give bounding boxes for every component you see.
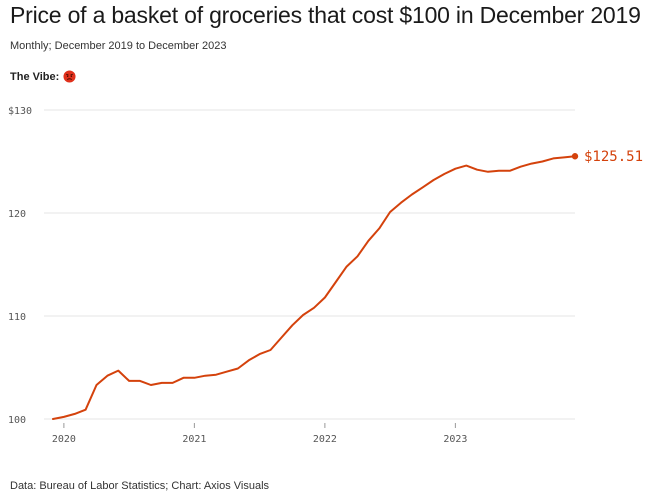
grid-lines	[44, 109, 575, 420]
source-note: Data: Bureau of Labor Statistics; Chart:…	[10, 480, 270, 492]
x-axis-ticks: 2020 2021 2022 2023	[52, 423, 467, 445]
series-end-point	[571, 153, 579, 160]
x-tick-label: 2023	[443, 434, 467, 445]
end-value-label: $125.51	[584, 149, 643, 165]
y-axis-ticks: $130 120 110 100	[8, 106, 32, 426]
x-tick-label: 2022	[313, 434, 337, 445]
chart-title: Price of a basket of groceries that cost…	[10, 2, 641, 28]
x-tick-label: 2021	[182, 434, 206, 445]
y-tick-label: 110	[8, 312, 26, 323]
chart-subtitle: Monthly; December 2019 to December 2023	[10, 40, 227, 52]
vibe-label: The Vibe:	[10, 70, 60, 83]
series-layer: $125.51	[52, 149, 643, 420]
x-tick-label: 2020	[52, 434, 76, 445]
angry-face-icon	[63, 70, 76, 83]
y-tick-label: 100	[8, 415, 26, 426]
y-tick-label: $130	[8, 106, 32, 117]
y-tick-label: 120	[8, 209, 26, 220]
series-line	[52, 155, 576, 420]
vibe-indicator: The Vibe:	[10, 70, 76, 83]
